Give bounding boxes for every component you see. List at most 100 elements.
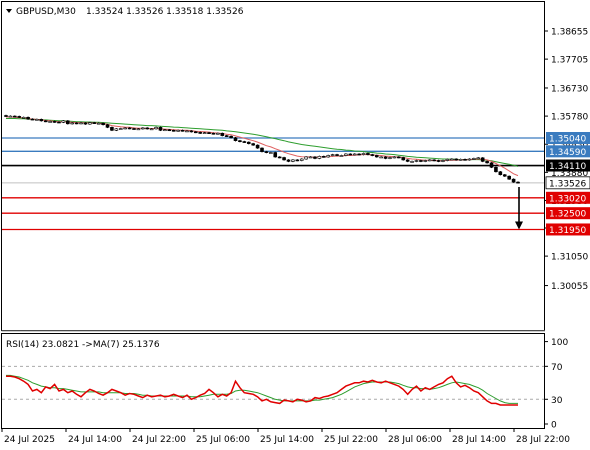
- candle-body: [96, 122, 101, 125]
- candle-body: [110, 127, 114, 131]
- level-tag: [546, 145, 590, 158]
- candle-body: [13, 115, 17, 118]
- candle-body: [282, 157, 286, 161]
- candle-body: [26, 116, 30, 120]
- candle-body: [167, 129, 172, 132]
- candle-body: [193, 131, 198, 134]
- candle-body: [511, 178, 516, 183]
- candle-body: [189, 130, 194, 133]
- candle-body: [30, 118, 35, 121]
- candle-body: [472, 158, 476, 160]
- candle-body: [516, 181, 520, 184]
- level-tag: [546, 132, 590, 145]
- candle-body: [476, 157, 481, 160]
- x-tick-label: 24 Jul 14:00: [68, 435, 122, 445]
- candle-body: [88, 122, 92, 125]
- rsi-ma-line: [6, 374, 518, 404]
- x-tick-label: 25 Jul 06:00: [196, 435, 250, 445]
- triangle-down-icon[interactable]: [6, 9, 12, 13]
- candle-body: [132, 128, 136, 130]
- candle-body: [70, 122, 75, 125]
- candle-body: [467, 158, 472, 161]
- candle-body: [233, 137, 238, 141]
- candle-body: [480, 157, 485, 162]
- candle-body: [260, 147, 264, 152]
- candle-body: [246, 141, 251, 144]
- candle-body: [383, 156, 388, 159]
- ma-fast-line: [6, 116, 519, 177]
- candle-body: [141, 127, 145, 130]
- candle-body: [127, 127, 132, 130]
- candle-body: [485, 161, 489, 164]
- level-label: 1.34110: [549, 162, 586, 172]
- candle-body: [123, 127, 127, 130]
- candle-body: [419, 160, 423, 162]
- level-label: 1.34590: [549, 148, 586, 158]
- candle-body: [101, 122, 105, 125]
- candle-body: [92, 122, 97, 124]
- candle-body: [317, 156, 322, 159]
- candle-body: [366, 153, 370, 155]
- ohlc-label: 1.33524 1.33526 1.33518 1.33526: [86, 7, 244, 17]
- candle-body: [207, 132, 211, 134]
- candle-body: [211, 132, 216, 135]
- candle-body: [361, 153, 366, 155]
- candle-body: [374, 155, 379, 158]
- y-tick-label: 1.31050: [551, 253, 588, 263]
- y-tick-label: 1.37705: [551, 56, 588, 66]
- candle-body: [136, 128, 141, 131]
- candle-body: [4, 115, 8, 117]
- candle-body: [339, 155, 344, 157]
- candle-body: [502, 174, 507, 177]
- candle-body: [379, 156, 383, 159]
- candle-body: [352, 153, 357, 156]
- candle-body: [304, 156, 308, 160]
- candle-body: [313, 156, 317, 159]
- candle-body: [74, 122, 79, 125]
- symbol-label: GBPUSD,M30: [16, 7, 76, 17]
- candle-body: [105, 124, 110, 128]
- candle-body: [171, 130, 176, 132]
- rsi-panel-frame: [1, 333, 545, 429]
- candle-body: [48, 121, 52, 123]
- ma-slow-line: [6, 118, 519, 167]
- candle-body: [145, 127, 150, 130]
- candle-body: [52, 121, 57, 123]
- candle-body: [158, 127, 163, 131]
- current-price-label: 1.33526: [549, 179, 586, 189]
- candle-body: [335, 154, 339, 156]
- x-tick-label: 25 Jul 22:00: [324, 435, 378, 445]
- rsi-y-tick-label: 0: [551, 421, 557, 431]
- level-label: 1.31950: [549, 226, 586, 236]
- candle-body: [299, 158, 304, 161]
- candle-body: [65, 120, 70, 125]
- down-arrow-icon: [515, 221, 523, 230]
- candle-body: [449, 158, 454, 161]
- candle-body: [118, 128, 123, 130]
- candle-body: [43, 120, 48, 123]
- candle-body: [454, 158, 459, 161]
- candle-body: [291, 159, 295, 162]
- level-tag: [546, 207, 590, 220]
- rsi-y-tick-label: 70: [551, 363, 563, 373]
- candle-body: [414, 160, 419, 162]
- candle-body: [273, 152, 278, 158]
- candle-body: [370, 154, 375, 156]
- current-price-tag: [545, 176, 590, 190]
- candle-body: [114, 128, 119, 131]
- x-tick-label: 28 Jul 14:00: [452, 435, 506, 445]
- candle-body: [463, 159, 467, 161]
- candle-body: [507, 175, 511, 180]
- candle-body: [176, 130, 180, 132]
- candle-body: [154, 127, 158, 130]
- rsi-line: [6, 375, 518, 406]
- candle-body: [238, 140, 242, 142]
- level-tag: [546, 223, 590, 236]
- candle-body: [326, 155, 331, 158]
- candle-body: [405, 159, 410, 162]
- candle-body: [494, 167, 498, 173]
- level-label: 1.32500: [549, 210, 586, 220]
- candle-body: [330, 154, 335, 156]
- candle-body: [21, 116, 26, 119]
